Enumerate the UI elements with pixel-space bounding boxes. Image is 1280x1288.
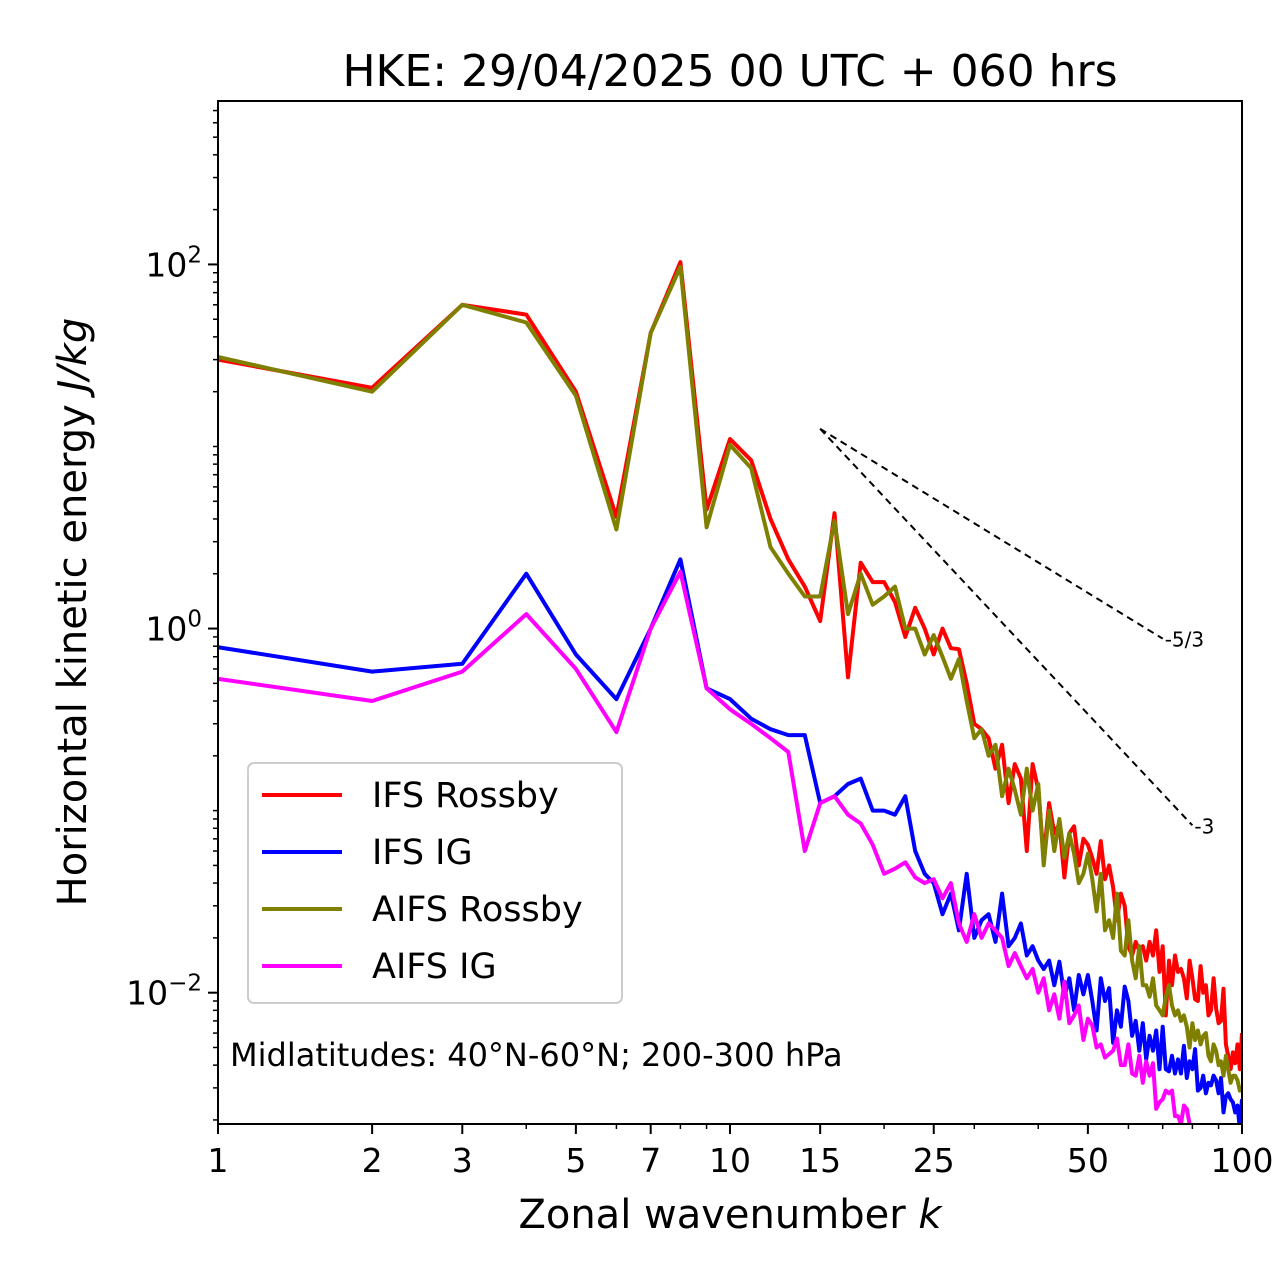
x-axis-label-var: k bbox=[918, 1192, 943, 1238]
x-tick-label-2: 3 bbox=[452, 1141, 473, 1180]
x-tick-label-0: 1 bbox=[208, 1141, 229, 1180]
x-tick-label-8: 50 bbox=[1067, 1141, 1109, 1180]
x-axis-ticks: 1 2 3 5 7 10 15 25 50 100 bbox=[208, 1124, 1274, 1180]
y-axis-label-text: Horizontal kinetic energy bbox=[50, 392, 96, 907]
legend-label-3: AIFS IG bbox=[372, 947, 497, 987]
x-axis-label-text: Zonal wavenumber bbox=[518, 1192, 918, 1238]
reference-slope-label-1: -3 bbox=[1194, 814, 1214, 838]
y-tick-label-1: 100 bbox=[145, 607, 202, 649]
legend-label-2: AIFS Rossby bbox=[372, 890, 583, 930]
legend-label-1: IFS IG bbox=[372, 833, 473, 873]
x-tick-label-9: 100 bbox=[1211, 1141, 1274, 1180]
series-line-2 bbox=[218, 264, 1242, 1093]
series-line-0 bbox=[218, 260, 1242, 1072]
reference-slope-label-0: -5/3 bbox=[1165, 628, 1204, 652]
y-axis-label: Horizontal kinetic energy J/kg bbox=[50, 318, 96, 907]
x-tick-label-3: 5 bbox=[565, 1141, 586, 1180]
series-line-1 bbox=[218, 557, 1242, 1124]
x-axis-label: Zonal wavenumber k bbox=[518, 1192, 943, 1238]
x-tick-label-4: 7 bbox=[640, 1141, 661, 1180]
y-axis-label-unit: J/kg bbox=[50, 318, 96, 399]
legend-box bbox=[247, 762, 623, 1004]
y-tick-label-2: 102 bbox=[145, 242, 202, 284]
plot-frame bbox=[217, 100, 1243, 1125]
x-tick-label-7: 25 bbox=[913, 1141, 955, 1180]
x-tick-label-1: 2 bbox=[362, 1141, 383, 1180]
y-axis-ticks: 10−2 100 102 bbox=[126, 109, 218, 1121]
x-tick-label-6: 15 bbox=[799, 1141, 841, 1180]
reference-slope-line-1 bbox=[819, 428, 1194, 827]
reference-slopes: -5/3 -3 bbox=[819, 427, 1214, 838]
x-tick-label-5: 10 bbox=[709, 1141, 751, 1180]
series-lines bbox=[218, 260, 1242, 1124]
legend-label-0: IFS Rossby bbox=[372, 776, 559, 816]
reference-slope-line-0 bbox=[819, 427, 1164, 640]
region-annotation: Midlatitudes: 40°N-60°N; 200-300 hPa bbox=[230, 1036, 843, 1074]
series-line-3 bbox=[218, 569, 1192, 1124]
y-tick-label-0: 10−2 bbox=[126, 971, 202, 1013]
chart-title: HKE: 29/04/2025 00 UTC + 060 hrs bbox=[342, 46, 1117, 97]
legend: IFS Rossby IFS IG AIFS Rossby AIFS IG bbox=[247, 762, 623, 1004]
